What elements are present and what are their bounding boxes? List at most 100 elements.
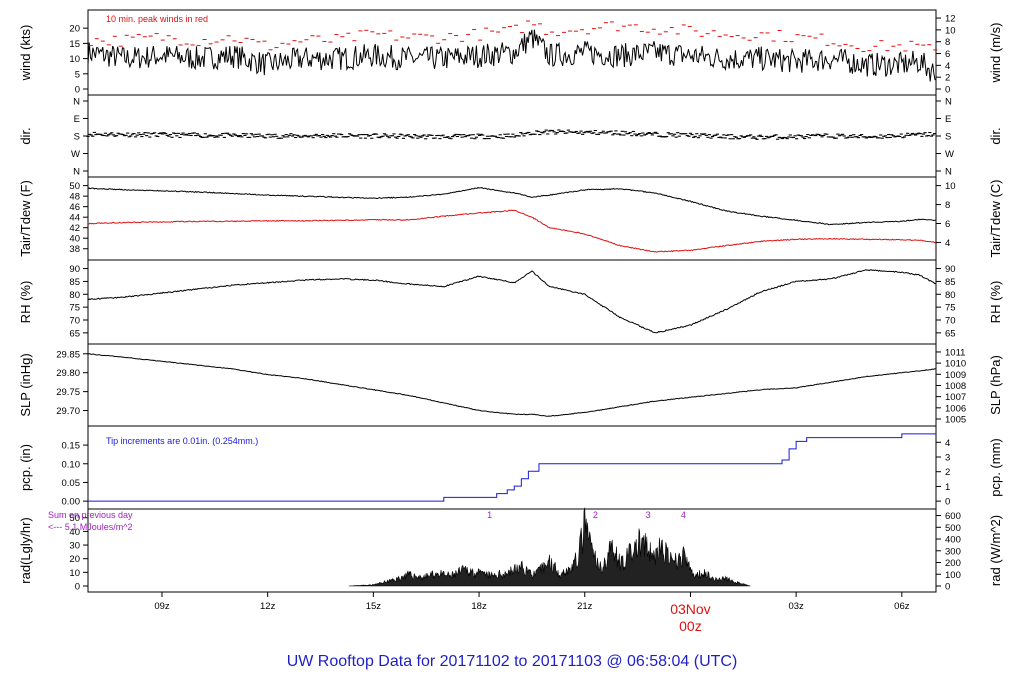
y-tick-label: E — [74, 114, 80, 125]
y-tick-label: 0.00 — [62, 497, 81, 508]
y-tick-label: 90 — [69, 264, 80, 275]
y-tick-label: 85 — [69, 277, 80, 288]
y-tick-label-right: 4 — [945, 61, 950, 72]
panel-frame — [87, 176, 937, 261]
y-tick-label-right: 1011 — [945, 347, 965, 358]
x-tick-label: 18z — [471, 601, 487, 612]
y-tick-label: 38 — [69, 244, 80, 255]
y-label-left: Tair/Tdew (F) — [18, 180, 33, 257]
y-tick-label: 46 — [69, 202, 80, 213]
y-tick-label-right: S — [945, 132, 951, 143]
series-line-tdew — [87, 209, 936, 253]
y-tick-label-right: N — [945, 97, 952, 108]
y-tick-label-right: 600 — [945, 511, 961, 522]
y-label-right: pcp. (mm) — [988, 438, 1003, 497]
y-tick-label: 30 — [69, 541, 80, 552]
panel-frame — [87, 259, 937, 345]
y-tick-label-right: 10 — [945, 25, 956, 36]
y-label-right: dir. — [988, 127, 1003, 144]
y-tick-label: 50 — [69, 513, 80, 524]
y-tick-label-right: 1009 — [945, 370, 966, 381]
y-tick-label-right: 65 — [945, 328, 956, 339]
y-tick-label-right: 100 — [945, 570, 961, 581]
y-tick-label: 80 — [69, 290, 80, 301]
series-line-rh — [87, 269, 936, 334]
y-tick-label-right: 12 — [945, 14, 956, 25]
y-tick-label: N — [73, 167, 80, 178]
y-tick-label-right: 200 — [945, 558, 961, 569]
y-tick-label: 75 — [69, 303, 80, 314]
rad-marker: 2 — [593, 510, 598, 520]
y-tick-label: 0.15 — [62, 441, 81, 452]
x-tick-label: 09z — [154, 601, 170, 612]
y-tick-label-right: 400 — [945, 535, 961, 546]
wind-annotation: 10 min. peak winds in red — [106, 14, 208, 24]
y-tick-label-right: 85 — [945, 277, 956, 288]
y-tick-label: 44 — [69, 213, 80, 224]
rad-marker: 4 — [681, 510, 686, 520]
y-tick-label-right: 300 — [945, 546, 961, 557]
y-tick-label-right: 8 — [945, 200, 950, 211]
y-tick-label: W — [71, 149, 80, 160]
y-label-left: wind (kts) — [18, 25, 33, 82]
rad-marker: 3 — [646, 510, 651, 520]
y-tick-label-right: 4 — [945, 238, 950, 249]
y-tick-label-right: 90 — [945, 264, 956, 275]
y-tick-label-right: 1 — [945, 482, 950, 493]
y-tick-label-right: 70 — [945, 316, 956, 327]
y-tick-label: 48 — [69, 192, 80, 203]
y-label-left: dir. — [18, 127, 33, 144]
y-tick-label-right: 80 — [945, 290, 956, 301]
series-area-rad — [348, 507, 751, 587]
y-label-right: wind (m/s) — [988, 23, 1003, 84]
y-tick-label-right: 8 — [945, 37, 950, 48]
y-tick-label-right: 75 — [945, 303, 956, 314]
panels: wind (kts) wind (m/s)0510152002468101210 … — [18, 9, 1003, 593]
y-tick-label-right: 10 — [945, 181, 956, 192]
y-tick-label: 40 — [69, 234, 80, 245]
y-tick-label: 70 — [69, 316, 80, 327]
y-tick-label: 5 — [75, 69, 80, 80]
y-label-left: pcp. (in) — [18, 444, 33, 491]
x-tick-label: 15z — [366, 601, 382, 612]
y-tick-label: 0 — [75, 582, 80, 593]
y-tick-label: 0 — [75, 85, 80, 96]
y-label-left: rad(Lgly/hr) — [18, 517, 33, 583]
y-tick-label-right: 4 — [945, 438, 950, 449]
series-direction — [86, 129, 937, 140]
y-tick-label: N — [73, 97, 80, 108]
series-peak-winds — [88, 20, 938, 53]
y-tick-label-right: 1006 — [945, 403, 966, 414]
y-tick-label-right: 1005 — [945, 414, 966, 425]
x-day-sublabel: 00z — [679, 618, 702, 634]
y-tick-label: S — [74, 132, 80, 143]
y-tick-label: 20 — [69, 554, 80, 565]
y-tick-label: 0.05 — [62, 478, 81, 489]
y-tick-label: 29.70 — [56, 406, 80, 417]
y-tick-label-right: 2 — [945, 467, 950, 478]
panel-wind: wind (kts) wind (m/s)0510152002468101210 … — [18, 9, 1003, 96]
y-label-left: SLP (inHg) — [18, 353, 33, 416]
y-tick-label-right: 6 — [945, 49, 950, 60]
x-tick-label: 21z — [577, 601, 593, 612]
y-tick-label-right: 500 — [945, 523, 961, 534]
y-label-right: SLP (hPa) — [988, 355, 1003, 415]
y-tick-label: 50 — [69, 181, 80, 192]
y-tick-label-right: 6 — [945, 219, 950, 230]
series-line-slp — [87, 353, 936, 417]
y-tick-label: 42 — [69, 223, 80, 234]
y-label-right: Tair/Tdew (C) — [988, 179, 1003, 257]
chart-title: UW Rooftop Data for 20171102 to 20171103… — [287, 653, 738, 670]
y-tick-label: 29.75 — [56, 387, 80, 398]
y-tick-label: 40 — [69, 527, 80, 538]
y-tick-label-right: E — [945, 114, 951, 125]
y-label-right: rad (W/m^2) — [988, 515, 1003, 586]
y-tick-label-right: 1010 — [945, 359, 966, 370]
y-label-left: RH (%) — [18, 281, 33, 324]
panel-slp: SLP (inHg) SLP (hPa) 29.70 29.75 29.80 29.85 1… — [18, 343, 1003, 427]
y-tick-label-right: 1008 — [945, 381, 966, 392]
panel-pcp: pcp. (in) pcp. (mm) 0.00 0.05 0.10 0.15 0 1 2 3 4 T… — [18, 425, 1003, 510]
